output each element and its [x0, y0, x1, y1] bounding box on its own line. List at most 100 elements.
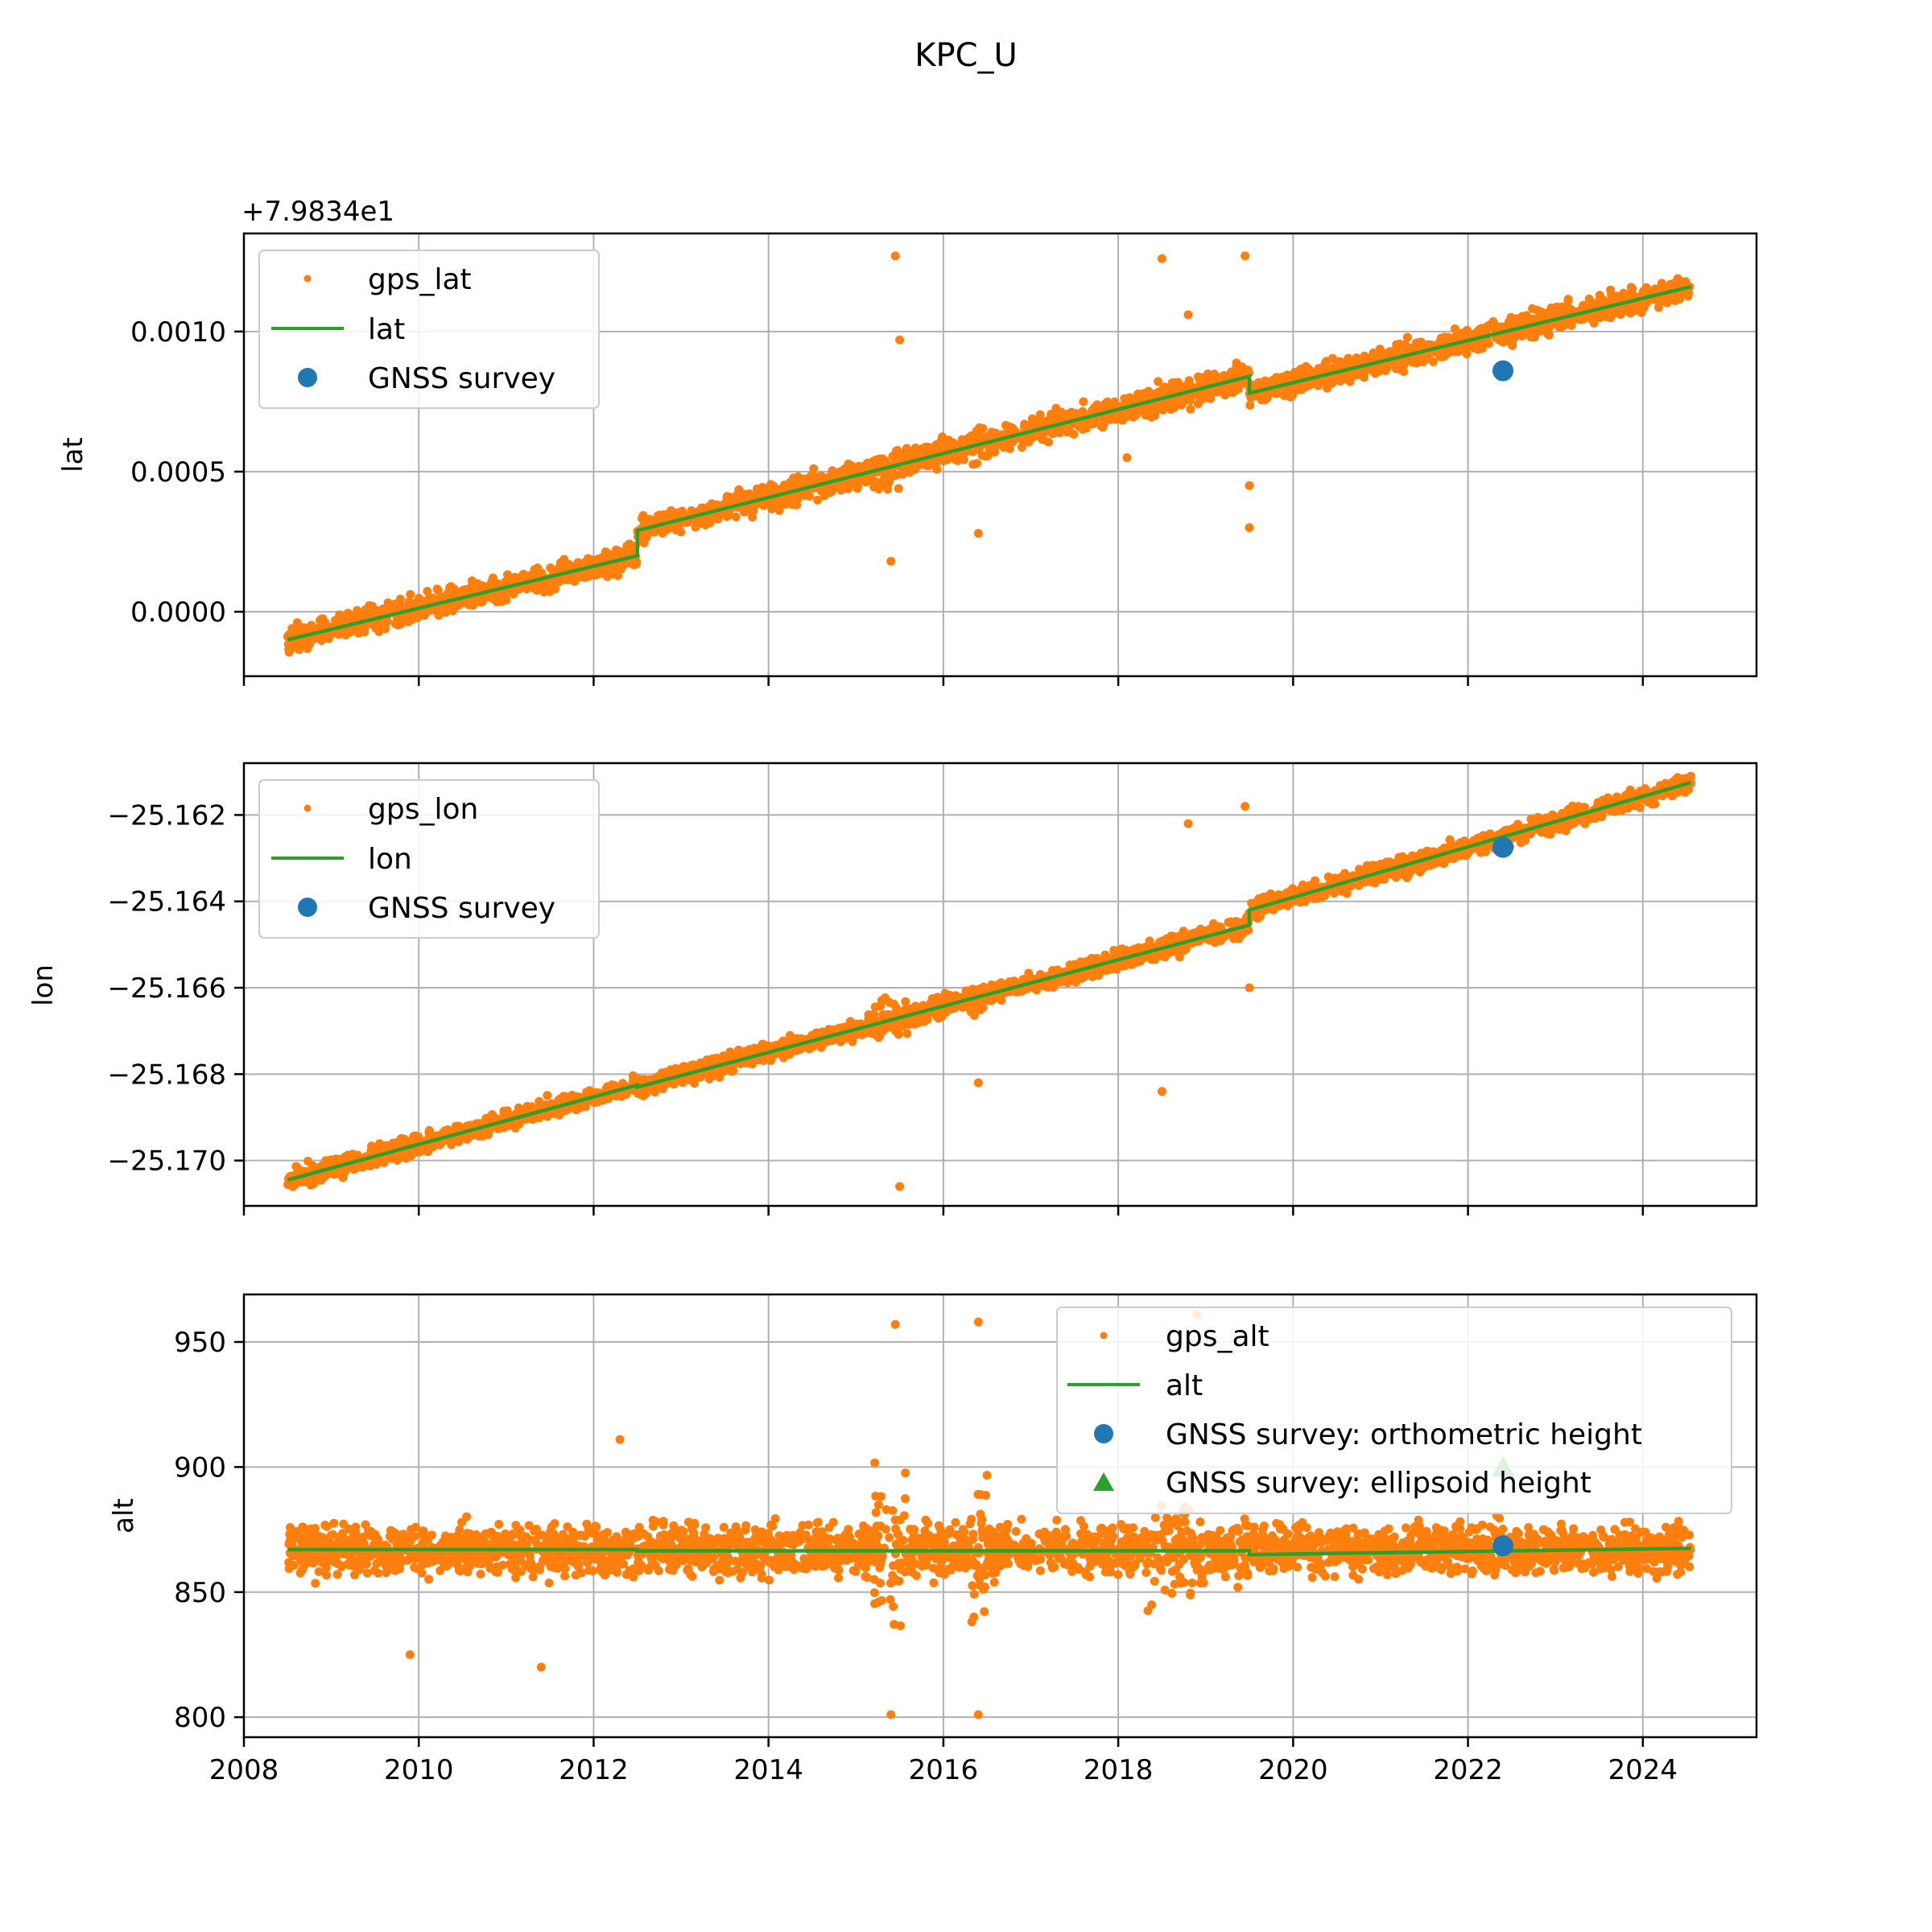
y-tick-label: 0.0000 — [130, 597, 226, 629]
gps-point — [1267, 376, 1277, 386]
gps-point — [885, 472, 894, 481]
lat-legend: gps_lat lat GNSS survey — [258, 250, 600, 409]
gps-point — [680, 1064, 690, 1074]
gps-point — [533, 564, 543, 572]
y-tick-label: 0.0010 — [130, 316, 226, 349]
gnss-survey-point — [1492, 360, 1514, 382]
gps-point — [303, 1156, 312, 1166]
gps-point — [791, 478, 800, 488]
gps-point — [1601, 297, 1611, 307]
gps-point — [697, 518, 707, 528]
gps-point — [1556, 305, 1566, 315]
gps-point — [546, 563, 555, 572]
gps-point — [872, 1030, 881, 1040]
gps-point — [1584, 294, 1594, 303]
gps-point — [708, 1071, 718, 1080]
gps-point — [1115, 961, 1125, 971]
gps-point — [1455, 331, 1464, 341]
gps-point — [547, 1099, 556, 1108]
gps-outlier-point — [1245, 481, 1254, 490]
gps-point — [1287, 390, 1297, 400]
gps-point — [1069, 430, 1079, 439]
gps-point — [1073, 970, 1083, 980]
gps-point — [1417, 356, 1426, 365]
gps-point — [307, 621, 316, 630]
gps-point — [337, 617, 347, 626]
gps-point — [1044, 437, 1053, 447]
gps-point — [1042, 416, 1051, 426]
gps-point — [1213, 385, 1223, 394]
gps-point — [503, 570, 512, 580]
gps-point — [1245, 400, 1255, 410]
gps-point — [983, 451, 993, 460]
gps-point — [303, 634, 313, 644]
gps-point — [326, 630, 335, 640]
gps-point — [1163, 386, 1173, 395]
gps-point — [1224, 387, 1233, 397]
gps-point — [905, 1004, 914, 1013]
gps-point — [1360, 373, 1368, 382]
gps-point — [900, 1018, 910, 1027]
gps-point — [1016, 434, 1026, 444]
gps-point — [423, 587, 432, 596]
gps-point — [1450, 324, 1459, 333]
gps-point — [407, 1150, 417, 1159]
gps-point — [749, 1043, 759, 1053]
gps-point — [898, 469, 907, 479]
gps-point — [632, 559, 641, 569]
gps-outlier-point — [1157, 254, 1166, 263]
gps-point — [360, 627, 369, 637]
gps-point — [1184, 376, 1194, 386]
lat-legend-survey-marker — [298, 368, 317, 387]
gps-point — [1306, 366, 1315, 376]
gps-outlier-point — [890, 251, 900, 261]
gps-point — [836, 1023, 846, 1033]
gps-point — [1174, 952, 1184, 962]
gps-point — [1073, 409, 1083, 419]
gps-point — [458, 586, 468, 595]
gps-point — [828, 466, 837, 476]
gps-point — [872, 455, 881, 464]
gps-point — [669, 510, 679, 520]
gps-point — [1352, 370, 1361, 380]
gps-point — [676, 507, 686, 517]
gps-point — [889, 999, 898, 1009]
gps-point — [444, 1126, 453, 1136]
gps-point — [571, 575, 580, 584]
gps-point — [881, 456, 890, 465]
y-tick-label: 0.0005 — [130, 456, 226, 489]
gps-point — [667, 522, 677, 532]
gps-point — [1596, 312, 1606, 321]
gps-point — [937, 1012, 947, 1022]
gps-point — [1035, 410, 1045, 419]
gps-point — [1148, 952, 1158, 961]
gps-point — [958, 1002, 968, 1012]
gps-point — [1156, 402, 1166, 412]
gps-point — [1563, 295, 1573, 304]
gps-point — [816, 1042, 826, 1052]
gps-point — [891, 1026, 900, 1036]
gps-outlier-point — [895, 335, 905, 345]
gps-point — [748, 512, 758, 522]
gps-outlier-point — [886, 556, 896, 566]
lat-offset-label: +7.9834e1 — [242, 196, 394, 228]
gps-point — [883, 485, 893, 494]
gps-point — [1063, 978, 1072, 988]
gps-point — [638, 1088, 647, 1098]
gps-point — [971, 1003, 980, 1013]
gps-point — [773, 502, 782, 512]
gps-point — [1474, 325, 1484, 335]
gps-point — [306, 1180, 316, 1190]
gps-point — [1320, 359, 1330, 369]
gps-point — [902, 1029, 912, 1038]
gps-point — [1047, 966, 1057, 976]
gps-point — [618, 560, 628, 570]
gps-point — [381, 617, 390, 625]
gps-point — [369, 1145, 378, 1154]
gps-point — [414, 593, 423, 603]
plot-content — [283, 251, 1695, 657]
gps-point — [628, 541, 638, 551]
gps-point — [869, 1009, 879, 1019]
gps-point — [1166, 405, 1176, 415]
gps-point — [1477, 343, 1487, 353]
